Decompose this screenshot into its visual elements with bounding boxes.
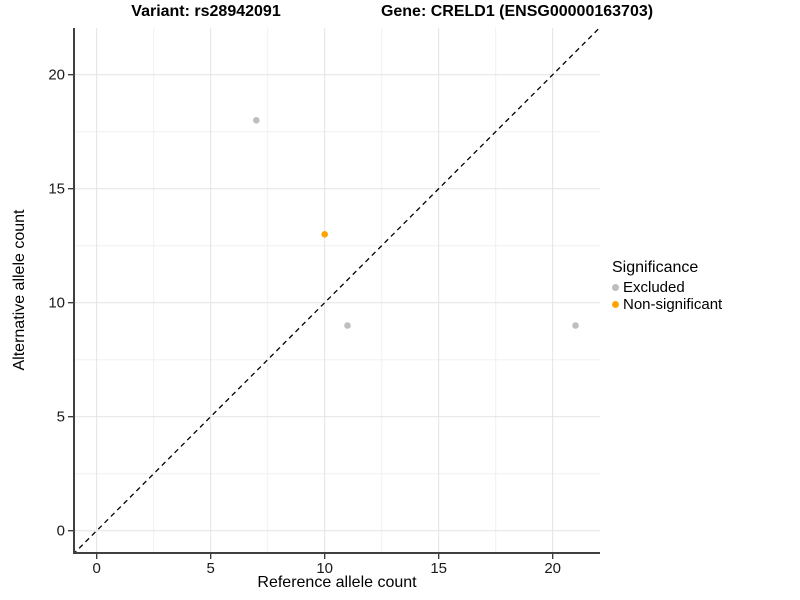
svg-text:15: 15 bbox=[48, 181, 65, 198]
excluded-point-icon bbox=[612, 284, 619, 291]
legend-title: Significance bbox=[612, 259, 699, 276]
gene-title: Gene: CRELD1 (ENSG00000163703) bbox=[380, 3, 654, 20]
svg-text:0: 0 bbox=[57, 523, 65, 540]
y-axis-label: Alternative allele count bbox=[11, 209, 28, 371]
svg-text:20: 20 bbox=[48, 67, 65, 84]
x-axis-label: Reference allele count bbox=[257, 574, 417, 591]
svg-text:10: 10 bbox=[316, 560, 333, 577]
legend-item-excluded: Excluded bbox=[612, 279, 722, 296]
svg-text:20: 20 bbox=[544, 560, 561, 577]
legend-item-label: Non-significant bbox=[623, 296, 723, 313]
legend-item-label: Excluded bbox=[623, 279, 685, 296]
svg-text:0: 0 bbox=[93, 560, 101, 577]
non-significant-point-icon bbox=[612, 301, 619, 308]
svg-text:10: 10 bbox=[48, 295, 65, 312]
svg-text:5: 5 bbox=[207, 560, 215, 577]
svg-text:15: 15 bbox=[430, 560, 447, 577]
variant-title: Variant: rs28942091 bbox=[131, 3, 281, 20]
svg-text:5: 5 bbox=[57, 409, 65, 426]
legend: Significance Excluded Non-significant bbox=[612, 259, 722, 313]
legend-item-non-significant: Non-significant bbox=[612, 296, 722, 313]
